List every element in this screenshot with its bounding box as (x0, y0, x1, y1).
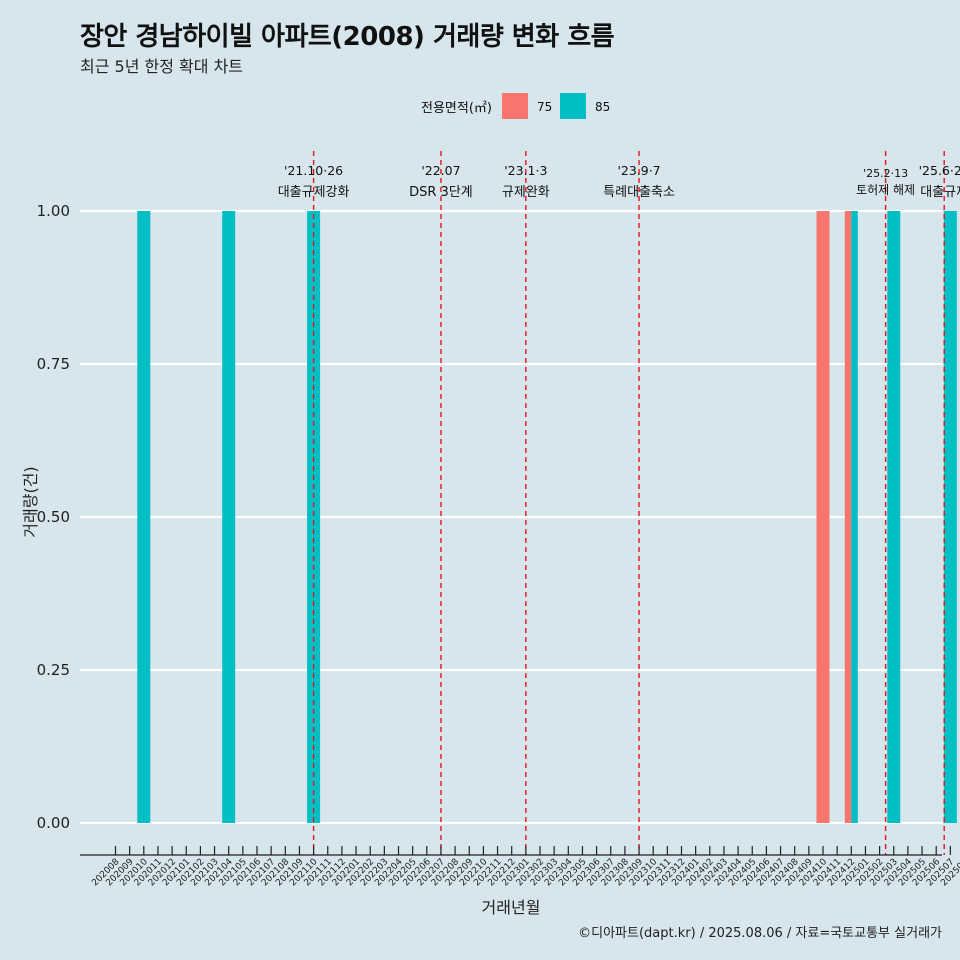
legend: 전용면적(㎡) 75 85 (421, 93, 610, 119)
bars (137, 211, 957, 823)
event-date-label: '23.1·3 (504, 163, 547, 178)
bar-85-202503 (887, 211, 901, 823)
y-axis: 0.00 0.25 0.50 0.75 1.00 (37, 202, 70, 832)
y-tick-label: 0.75 (37, 355, 70, 373)
grid-lines (80, 209, 942, 825)
bar-75-202410 (816, 211, 830, 823)
y-axis-title: 거래량(건) (21, 466, 40, 537)
chart-title: 장안 경남하이빌 아파트(2008) 거래량 변화 흐름 (80, 22, 615, 52)
source-caption: ©디아파트(dapt.kr) / 2025.08.06 / 자료=국토교통부 실… (578, 926, 942, 941)
x-axis: 2020082020092020102020112020122021012021… (80, 846, 960, 888)
legend-swatch-75 (502, 93, 528, 119)
event-label: 특례대출축소 (603, 185, 675, 200)
event-lines: '21.10·26 대출규제강화 '22.07 DSR 3단계 '23.1·3 규제완화 '… (278, 151, 960, 855)
chart-subtitle: 최근 5년 한정 확대 차트 (80, 57, 244, 76)
legend-label: 75 (537, 100, 552, 114)
y-tick-label: 0.50 (37, 508, 70, 526)
y-tick-label: 0.25 (37, 661, 70, 679)
event-date-label: '21.10·26 (284, 163, 343, 178)
event-label: 대출규제 (920, 185, 960, 200)
y-tick-label: 0.00 (37, 814, 70, 832)
legend-title: 전용면적(㎡) (421, 101, 492, 116)
event-date-label: '22.07 (421, 163, 460, 178)
bar-85-202412 (851, 211, 858, 823)
bar-85-202010 (137, 211, 151, 823)
bar-85-202104 (222, 211, 236, 823)
event-date-label: '25.2·13 (863, 167, 908, 180)
bar-85-202110 (307, 211, 321, 823)
event-date-label: '25.6·27 (919, 163, 960, 178)
bar-75-202412 (844, 211, 852, 823)
x-axis-title: 거래년월 (482, 898, 541, 917)
event-label: 토허제 해제 (856, 183, 915, 197)
legend-swatch-85 (560, 93, 586, 119)
event-label: DSR 3단계 (409, 185, 473, 200)
legend-label: 85 (595, 100, 610, 114)
event-label: 규제완화 (502, 185, 550, 200)
bar-85-202507 (943, 211, 957, 823)
y-tick-label: 1.00 (37, 202, 70, 220)
event-label: 대출규제강화 (278, 185, 350, 200)
event-date-label: '23.9·7 (617, 163, 660, 178)
